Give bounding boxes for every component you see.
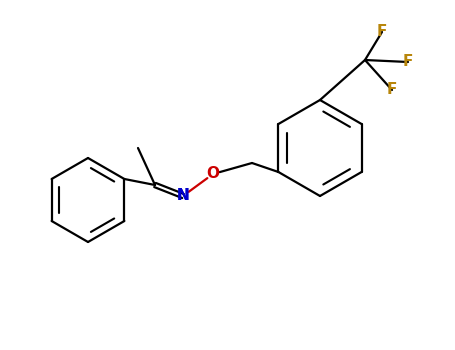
Text: N: N — [177, 189, 189, 203]
Text: F: F — [377, 25, 387, 40]
Text: F: F — [403, 55, 413, 70]
Text: N: N — [177, 189, 189, 203]
Text: F: F — [387, 83, 397, 98]
Text: O: O — [207, 167, 219, 182]
